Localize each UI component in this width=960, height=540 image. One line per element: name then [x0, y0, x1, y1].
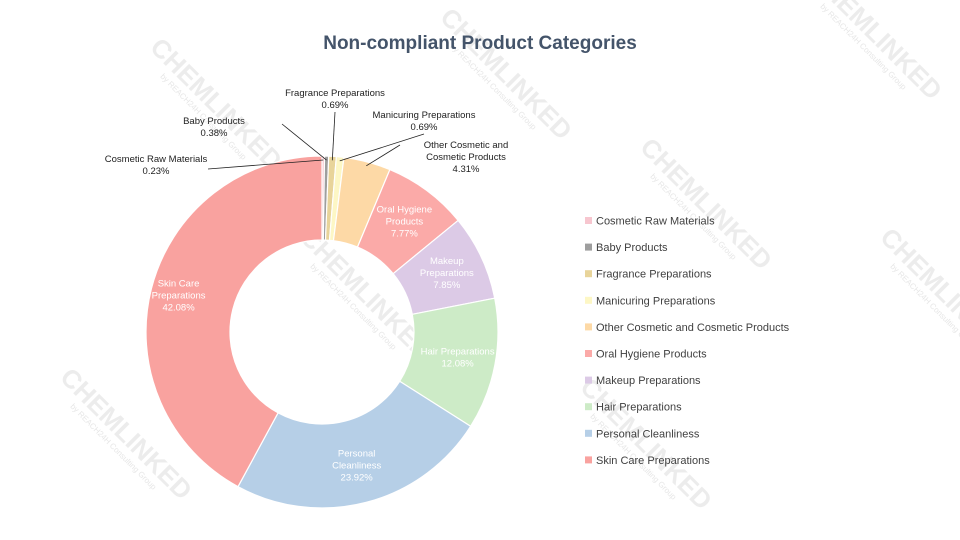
slice-labels: Cosmetic Raw Materials 0.23% Baby Products… [105, 88, 508, 484]
leader-line [339, 133, 425, 162]
slice-name-label: Makeup [430, 256, 464, 267]
legend-swatch [585, 243, 592, 251]
legend-item: Skin Care Preparations [585, 455, 710, 467]
legend-item: Oral Hygiene Products [585, 349, 707, 361]
slice-name-label: Other Cosmetic and [424, 140, 508, 151]
slice-label: Manicuring Preparations 0.69% [373, 110, 476, 133]
slice-value-label: 4.31% [453, 164, 480, 175]
legend-swatch [585, 296, 592, 304]
slice-value-label: 42.08% [162, 303, 195, 314]
legend-item: Cosmetic Raw Materials [585, 216, 715, 228]
slice-name-label: Hair Preparations [421, 347, 495, 358]
leader-line [281, 123, 327, 161]
legend-label: Other Cosmetic and Cosmetic Products [596, 322, 790, 334]
slice-value-label: 0.38% [201, 128, 228, 139]
slice-name-label: Skin Care [158, 279, 200, 290]
legend-item: Hair Preparations [585, 402, 682, 414]
legend-item: Manicuring Preparations [585, 295, 716, 307]
legend: Cosmetic Raw Materials Baby Products Fragr… [585, 216, 790, 467]
leader-line [366, 144, 401, 167]
leader-line [331, 111, 336, 161]
legend-label: Baby Products [596, 242, 668, 254]
slice-value-label: 0.69% [322, 100, 349, 111]
slice-name-label: Preparations [420, 268, 474, 279]
legend-item: Other Cosmetic and Cosmetic Products [585, 322, 790, 334]
legend-swatch [585, 270, 592, 278]
slice-name-label: Cosmetic Raw Materials [105, 154, 208, 165]
slice-label: Cosmetic Raw Materials 0.23% [105, 154, 208, 177]
slice-label: Oral Hygiene Products 7.77% [377, 204, 432, 239]
slice-value-label: 7.77% [391, 228, 418, 239]
legend-label: Oral Hygiene Products [596, 349, 707, 361]
slice-label: Skin Care Preparations 42.08% [152, 279, 206, 314]
slice-personal-cleanliness [237, 380, 472, 509]
legend-label: Skin Care Preparations [596, 455, 710, 467]
slice-value-label: 23.92% [341, 473, 374, 484]
slice-name-label: Fragrance Preparations [285, 88, 385, 99]
slice-value-label: 7.85% [433, 280, 460, 291]
slice-value-label: 0.23% [143, 166, 170, 177]
watermark-text: CHEMLINKED [574, 372, 718, 516]
slice-skin-care-preparations [145, 155, 323, 488]
legend-item: Personal Cleanliness [585, 428, 700, 440]
slice-name-label: Manicuring Preparations [373, 110, 476, 121]
slice-label: Personal Cleanliness 23.92% [332, 449, 381, 484]
slice-label: Other Cosmetic and Cosmetic Products 4.31% [424, 140, 508, 175]
slice-name-label: Preparations [152, 291, 206, 302]
legend-item: Baby Products [585, 242, 668, 254]
legend-item: Fragrance Preparations [585, 269, 712, 281]
leader-line [207, 159, 324, 170]
leader-lines [207, 111, 425, 170]
slice-name-label: Oral Hygiene [377, 204, 432, 215]
slice-name-label: Cosmetic Products [426, 152, 506, 163]
slice-name-label: Cleanliness [332, 461, 381, 472]
legend-label: Cosmetic Raw Materials [596, 216, 715, 228]
slice-name-label: Products [386, 216, 424, 227]
slice-label: Hair Preparations 12.08% [421, 347, 495, 370]
slice-value-label: 0.69% [411, 122, 438, 133]
slice-label: Baby Products 0.38% [183, 116, 245, 139]
legend-swatch [585, 350, 592, 357]
chart-title: Non-compliant Product Categories [323, 33, 637, 54]
legend-swatch [585, 403, 592, 411]
legend-label: Hair Preparations [596, 402, 682, 414]
legend-swatch [585, 376, 592, 384]
legend-label: Fragrance Preparations [596, 269, 712, 281]
legend-label: Personal Cleanliness [596, 428, 700, 440]
legend-swatch [585, 429, 592, 437]
donut-slices [145, 155, 499, 509]
legend-item: Makeup Preparations [585, 375, 701, 387]
slice-value-label: 12.08% [442, 359, 475, 370]
legend-swatch [585, 323, 592, 331]
legend-swatch [585, 217, 592, 224]
watermark-text: CHEMLINKED [434, 2, 578, 146]
legend-label: Manicuring Preparations [596, 295, 716, 307]
legend-label: Makeup Preparations [596, 375, 701, 387]
slice-name-label: Baby Products [183, 116, 245, 127]
slice-label: Makeup Preparations 7.85% [420, 256, 474, 291]
slice-name-label: Personal [338, 449, 376, 460]
slice-label: Fragrance Preparations 0.69% [285, 88, 385, 111]
legend-swatch [585, 456, 592, 464]
